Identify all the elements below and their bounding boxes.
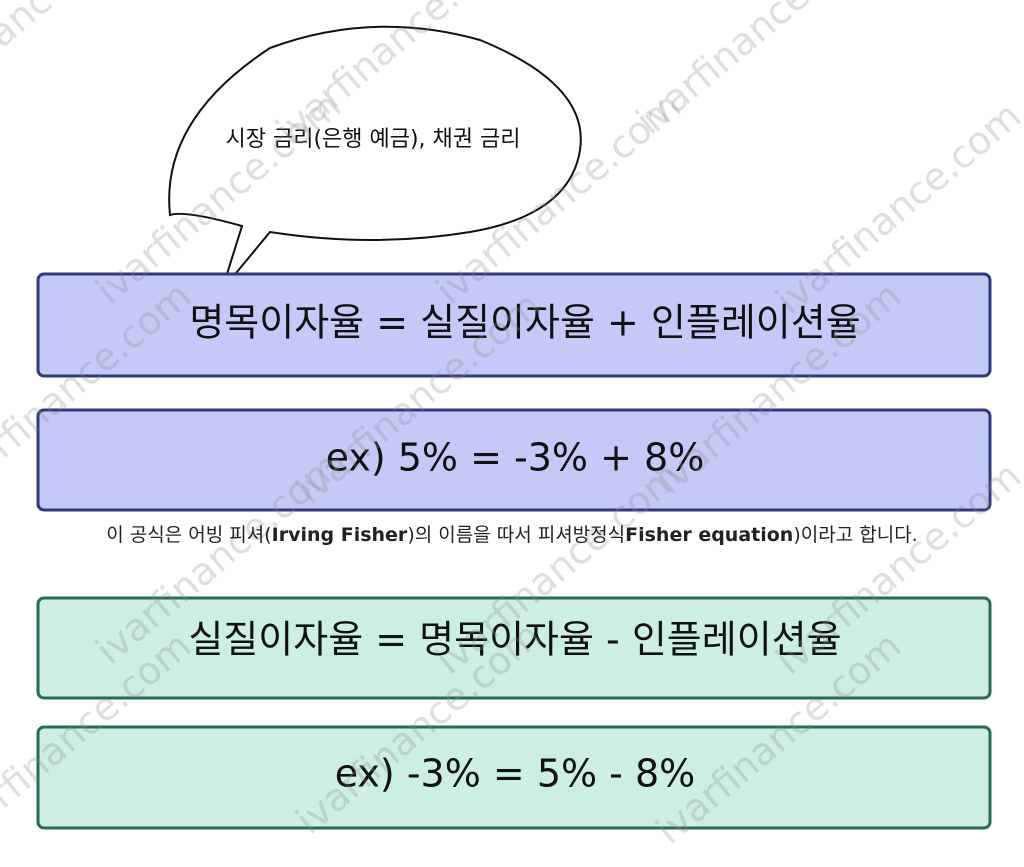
box-text: 명목이자율 = 실질이자율 + 인플레이션율	[189, 301, 860, 345]
box-text: ex) 5% = -3% + 8%	[326, 436, 705, 480]
example-box	[36, 408, 992, 512]
bubble-text: 시장 금리(은행 예금), 채권 금리	[225, 127, 520, 152]
boxes: 시장 금리(은행 예금), 채권 금리 명목이자율 = 실질이자율 + 인플레이…	[36, 25, 992, 830]
example-box	[36, 725, 992, 830]
caption-bold: Irving Fisher	[271, 524, 408, 546]
formula-box	[36, 272, 992, 378]
caption: 이 공식은 어빙 피셔(Irving Fisher)의 이름을 따서 피셔방정식…	[20, 520, 1004, 550]
caption-text: 이 공식은 어빙 피셔(	[106, 524, 272, 546]
watermark: ivarfinance.com	[0, 0, 149, 133]
box-text: 실질이자율 = 명목이자율 - 인플레이션율	[188, 618, 841, 662]
caption-text: )이라고 합니다.	[793, 524, 918, 546]
caption-bold: Fisher equation	[625, 524, 794, 546]
formula-box	[36, 596, 992, 700]
caption-text: )의 이름을 따서 피셔방정식	[407, 524, 626, 546]
speech-bubble	[168, 25, 582, 291]
box-text: ex) -3% = 5% - 8%	[335, 752, 696, 796]
